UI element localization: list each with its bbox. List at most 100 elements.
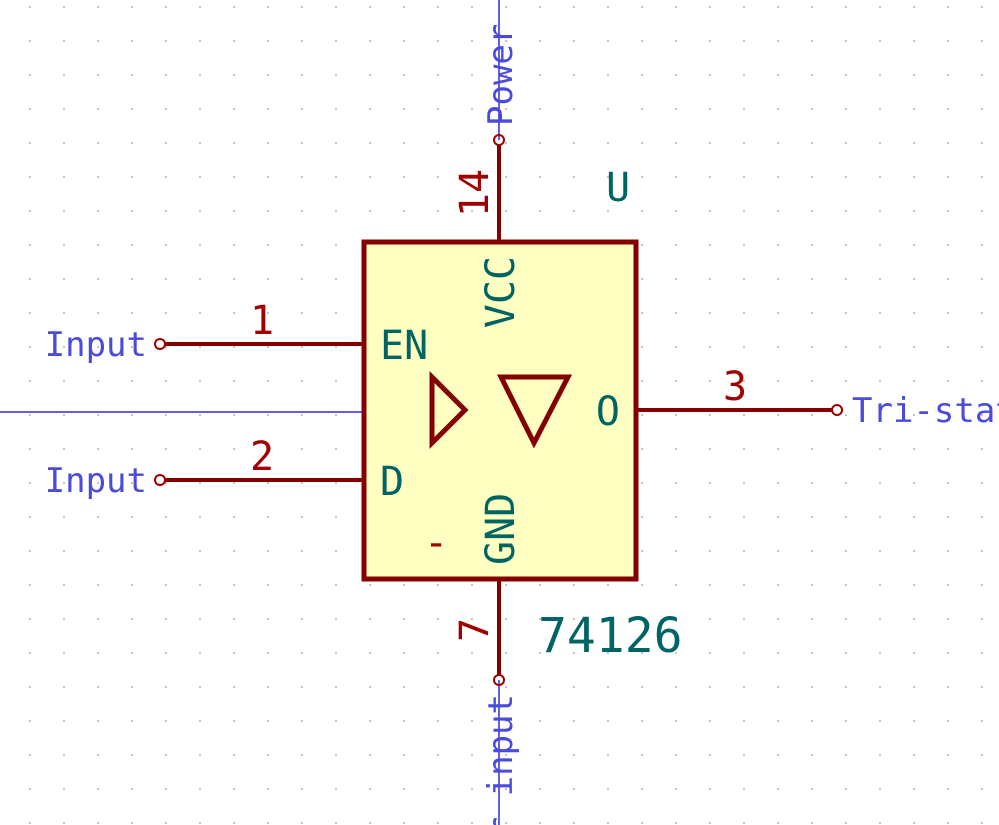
- grid-dot: [913, 652, 915, 654]
- grid-dot: [267, 380, 269, 382]
- grid-dot: [233, 652, 235, 654]
- grid-dot: [641, 414, 643, 416]
- grid-dot: [199, 40, 201, 42]
- grid-dot: [301, 40, 303, 42]
- grid-dot: [335, 482, 337, 484]
- grid-dot: [573, 652, 575, 654]
- grid-dot: [981, 380, 983, 382]
- grid-dot: [97, 40, 99, 42]
- grid-dot: [641, 380, 643, 382]
- component-value[interactable]: 74126: [538, 608, 683, 664]
- grid-dot: [505, 754, 507, 756]
- grid-dot: [471, 40, 473, 42]
- grid-dot: [199, 312, 201, 314]
- grid-dot: [675, 210, 677, 212]
- grid-dot: [165, 176, 167, 178]
- grid-dot: [811, 618, 813, 620]
- grid-dot: [97, 6, 99, 8]
- grid-dot: [811, 108, 813, 110]
- grid-dot: [165, 278, 167, 280]
- grid-dot: [675, 652, 677, 654]
- grid-dot: [335, 278, 337, 280]
- grid-dot: [539, 788, 541, 790]
- pin-14-name: VCC: [478, 256, 524, 328]
- grid-dot: [709, 788, 711, 790]
- grid-dot: [777, 584, 779, 586]
- grid-dot: [267, 346, 269, 348]
- grid-dot: [709, 822, 711, 824]
- grid-dot: [675, 176, 677, 178]
- grid-dot: [199, 788, 201, 790]
- grid-dot: [335, 74, 337, 76]
- grid-dot: [811, 448, 813, 450]
- pin-7-type: Power input: [481, 694, 521, 825]
- grid-dot: [301, 482, 303, 484]
- pin-1-endpoint[interactable]: [154, 338, 166, 350]
- pin-3-endpoint[interactable]: [831, 404, 843, 416]
- grid-dot: [913, 584, 915, 586]
- grid-dot: [131, 584, 133, 586]
- grid-dot: [947, 278, 949, 280]
- grid-dot: [845, 176, 847, 178]
- pin-3-name: O: [596, 389, 620, 435]
- grid-dot: [947, 448, 949, 450]
- grid-dot: [97, 278, 99, 280]
- grid-dot: [267, 6, 269, 8]
- grid-dot: [845, 788, 847, 790]
- grid-dot: [335, 312, 337, 314]
- grid-dot: [641, 652, 643, 654]
- grid-dot: [845, 720, 847, 722]
- grid-dot: [981, 822, 983, 824]
- grid-dot: [981, 312, 983, 314]
- grid-dot: [165, 40, 167, 42]
- grid-dot: [675, 686, 677, 688]
- grid-dot: [777, 74, 779, 76]
- grid-dot: [675, 40, 677, 42]
- grid-dot: [641, 142, 643, 144]
- pin-7-endpoint[interactable]: [493, 674, 505, 686]
- grid-dot: [709, 6, 711, 8]
- grid-dot: [539, 210, 541, 212]
- grid-dot: [539, 686, 541, 688]
- grid-dot: [335, 822, 337, 824]
- grid-dot: [947, 482, 949, 484]
- grid-dot: [301, 652, 303, 654]
- grid-dot: [199, 550, 201, 552]
- grid-dot: [199, 210, 201, 212]
- grid-dot: [97, 312, 99, 314]
- grid-dot: [913, 550, 915, 552]
- grid-dot: [165, 142, 167, 144]
- grid-dot: [437, 108, 439, 110]
- component-reference[interactable]: U: [606, 165, 630, 211]
- grid-dot: [437, 176, 439, 178]
- grid-dot: [131, 788, 133, 790]
- grid-dot: [743, 822, 745, 824]
- grid-dot: [709, 142, 711, 144]
- grid-dot: [63, 40, 65, 42]
- grid-dot: [913, 414, 915, 416]
- grid-dot: [63, 312, 65, 314]
- grid-dot: [335, 516, 337, 518]
- grid-dot: [675, 516, 677, 518]
- grid-dot: [573, 108, 575, 110]
- grid-dot: [437, 142, 439, 144]
- pin-14-endpoint[interactable]: [493, 134, 505, 146]
- grid-dot: [301, 414, 303, 416]
- grid-dot: [811, 686, 813, 688]
- grid-dot: [675, 6, 677, 8]
- grid-dot: [131, 686, 133, 688]
- grid-dot: [199, 754, 201, 756]
- grid-dot: [573, 176, 575, 178]
- grid-dot: [369, 40, 371, 42]
- grid-dot: [845, 312, 847, 314]
- grid-dot: [845, 6, 847, 8]
- grid-dot: [63, 278, 65, 280]
- pin-2-type: Input: [45, 461, 147, 501]
- grid-dot: [233, 278, 235, 280]
- grid-dot: [777, 686, 779, 688]
- grid-dot: [403, 6, 405, 8]
- grid-dot: [29, 618, 31, 620]
- grid-dot: [233, 312, 235, 314]
- pin-2-endpoint[interactable]: [154, 474, 166, 486]
